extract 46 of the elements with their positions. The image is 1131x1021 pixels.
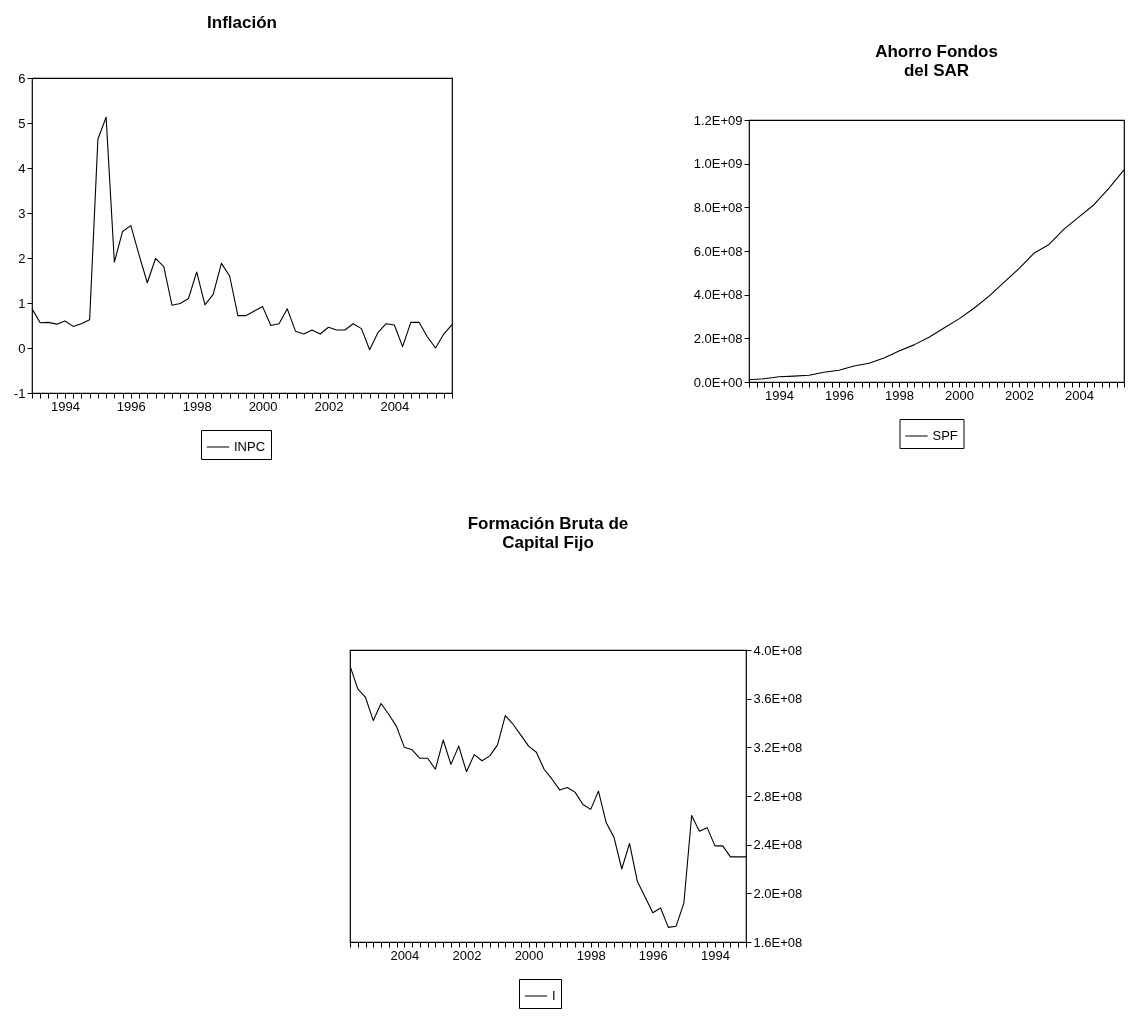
x-tick-label: 2000 bbox=[514, 947, 544, 963]
y2-tick-label: 2.8E+08 bbox=[753, 788, 803, 804]
x-tick-label: 2004 bbox=[1065, 387, 1094, 403]
y-tick-label: 6.0E+08 bbox=[693, 243, 743, 259]
y-tick-label: 6 bbox=[18, 70, 26, 86]
chart-title: Ahorro Fondos del SAR bbox=[875, 42, 998, 80]
y2-tick-label: 2.0E+08 bbox=[753, 885, 803, 901]
x-tick-label: 1996 bbox=[825, 387, 854, 403]
y-tick-label: 1.2E+09 bbox=[693, 112, 743, 128]
y2-tick-label: 2.4E+08 bbox=[753, 837, 803, 853]
y-tick-label: 4.0E+08 bbox=[693, 287, 743, 303]
x-tick-label: 1998 bbox=[576, 947, 606, 963]
x-tick-label: 1998 bbox=[182, 398, 212, 414]
x-tick-label: 2004 bbox=[390, 947, 420, 963]
chart-title: Inflación bbox=[207, 13, 277, 32]
x-tick-label: 1994 bbox=[50, 398, 80, 414]
y-tick-label: 0.0E+00 bbox=[693, 374, 743, 390]
x-tick-label: 1998 bbox=[885, 387, 914, 403]
chart-title: Formación Bruta de Capital Fijo bbox=[467, 514, 629, 552]
y2-tick-label: 3.6E+08 bbox=[753, 691, 803, 707]
x-tick-label: 1996 bbox=[638, 947, 668, 963]
y2-tick-label: 3.2E+08 bbox=[753, 739, 803, 755]
x-tick-label: 1994 bbox=[700, 947, 730, 963]
y-tick-label: 2 bbox=[18, 250, 26, 266]
y-tick-label: 5 bbox=[18, 115, 26, 131]
y-tick-label: 1.0E+09 bbox=[693, 156, 743, 172]
y2-tick-label: 4.0E+08 bbox=[753, 642, 803, 658]
y-tick-label: -1 bbox=[13, 385, 26, 401]
y-tick-label: 0 bbox=[18, 340, 26, 356]
y-tick-label: 1 bbox=[18, 295, 26, 311]
x-tick-label: 2002 bbox=[1005, 387, 1034, 403]
x-tick-label: 2002 bbox=[314, 398, 344, 414]
x-tick-label: 1996 bbox=[116, 398, 146, 414]
y-tick-label: 4 bbox=[18, 160, 26, 176]
x-tick-label: 2002 bbox=[452, 947, 482, 963]
x-tick-label: 1994 bbox=[765, 387, 794, 403]
x-tick-label: 2004 bbox=[380, 398, 410, 414]
legend-label: SPF bbox=[932, 428, 958, 443]
y2-tick-label: 1.6E+08 bbox=[753, 934, 803, 950]
y-tick-label: 2.0E+08 bbox=[693, 330, 743, 346]
x-tick-label: 2000 bbox=[945, 387, 974, 403]
legend-label: INPC bbox=[234, 439, 266, 454]
y-tick-label: 3 bbox=[18, 205, 26, 221]
legend-label: I bbox=[552, 988, 556, 1003]
y-tick-label: 8.0E+08 bbox=[693, 199, 743, 215]
x-tick-label: 2000 bbox=[248, 398, 278, 414]
